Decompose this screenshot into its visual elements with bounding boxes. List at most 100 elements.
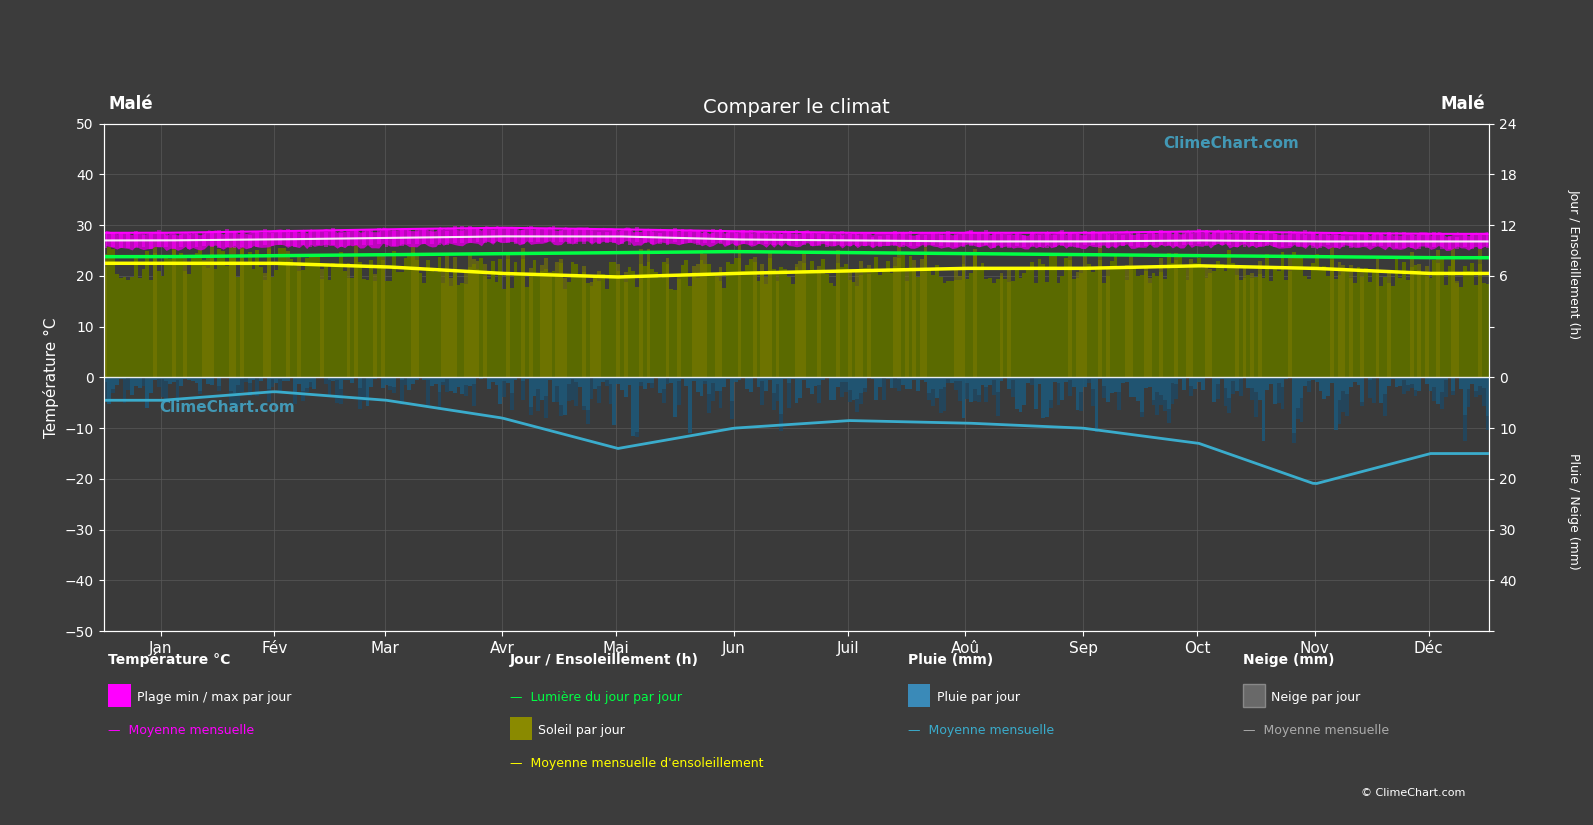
Bar (1098, 260, 1102, 378)
Bar (513, 262, 518, 378)
Bar (315, 229, 320, 245)
Text: Plage min / max par jour: Plage min / max par jour (137, 691, 292, 704)
Text: Neige (mm): Neige (mm) (1243, 653, 1333, 667)
Bar (1166, 378, 1171, 408)
Bar (1160, 394, 1163, 404)
Bar (847, 390, 852, 402)
Bar (513, 227, 518, 244)
Bar (1440, 235, 1443, 248)
Bar (1289, 257, 1292, 378)
Bar (773, 393, 776, 410)
Bar (403, 257, 408, 378)
Bar (1338, 276, 1341, 378)
Bar (1486, 416, 1489, 430)
Bar (943, 283, 946, 378)
Bar (233, 255, 236, 378)
Bar (1402, 232, 1407, 248)
Bar (624, 272, 628, 378)
Bar (1432, 387, 1437, 401)
Bar (833, 235, 836, 246)
Bar (1399, 278, 1402, 378)
Bar (669, 290, 674, 378)
Bar (1451, 391, 1456, 395)
Bar (1064, 378, 1067, 382)
Bar (320, 269, 323, 378)
Bar (946, 232, 951, 248)
Bar (408, 253, 411, 378)
Bar (1190, 378, 1193, 386)
Bar (236, 378, 241, 385)
Bar (581, 406, 586, 410)
Bar (107, 378, 112, 404)
Bar (559, 263, 562, 378)
Bar (677, 378, 680, 381)
Bar (1141, 275, 1144, 378)
Bar (145, 378, 150, 408)
Bar (119, 378, 123, 379)
Bar (1319, 234, 1322, 248)
Bar (957, 378, 962, 380)
Bar (186, 233, 191, 249)
Bar (335, 380, 339, 403)
Bar (233, 394, 236, 409)
Bar (1031, 262, 1034, 378)
Bar (537, 389, 540, 411)
Bar (1470, 378, 1474, 384)
Bar (543, 378, 548, 395)
Bar (1075, 378, 1080, 410)
Bar (328, 380, 331, 397)
Bar (1086, 378, 1091, 379)
Bar (510, 393, 513, 410)
Bar (969, 230, 973, 246)
Bar (803, 231, 806, 245)
Bar (1352, 282, 1357, 378)
Bar (392, 387, 397, 394)
Bar (1144, 378, 1147, 388)
Bar (787, 276, 790, 378)
Bar (924, 253, 927, 378)
Bar (1322, 378, 1327, 398)
Bar (578, 378, 581, 387)
Bar (218, 386, 221, 391)
Bar (1410, 384, 1413, 389)
Bar (1383, 394, 1388, 416)
Bar (897, 378, 902, 380)
Text: Pluie par jour: Pluie par jour (937, 691, 1020, 704)
Bar (1114, 255, 1117, 378)
Bar (1262, 278, 1265, 378)
Bar (438, 257, 441, 378)
Bar (1388, 232, 1391, 247)
Bar (323, 378, 328, 384)
Bar (271, 233, 274, 246)
Bar (104, 378, 107, 382)
Bar (957, 380, 962, 402)
Bar (104, 254, 107, 378)
Bar (1273, 234, 1278, 248)
Bar (954, 378, 957, 381)
Bar (1023, 235, 1026, 247)
Bar (1117, 378, 1121, 392)
Bar (150, 280, 153, 378)
Bar (1314, 378, 1319, 382)
Bar (172, 235, 175, 249)
Bar (840, 267, 844, 378)
Bar (605, 232, 609, 243)
Bar (1375, 260, 1380, 378)
Bar (699, 378, 704, 396)
Bar (543, 269, 548, 378)
Bar (452, 226, 457, 243)
Bar (1129, 378, 1133, 397)
Bar (1368, 380, 1372, 398)
Bar (1018, 278, 1023, 378)
Bar (927, 378, 932, 393)
Bar (180, 378, 183, 386)
Bar (562, 277, 567, 378)
Bar (840, 231, 844, 246)
Bar (1352, 378, 1357, 382)
Bar (241, 244, 244, 378)
Text: —  Moyenne mensuelle: — Moyenne mensuelle (108, 724, 255, 737)
Text: ClimeChart.com: ClimeChart.com (1163, 136, 1298, 152)
Bar (266, 235, 271, 378)
Bar (1467, 378, 1470, 389)
Bar (935, 378, 938, 398)
